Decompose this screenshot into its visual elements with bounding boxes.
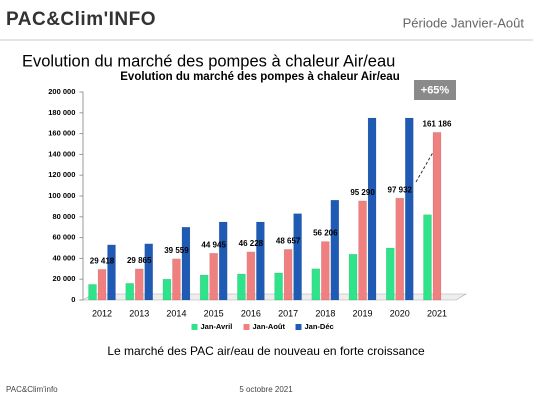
bar — [386, 247, 395, 301]
x-tick-label: 2018 — [315, 308, 335, 318]
footer-date: 5 octobre 2021 — [239, 385, 293, 394]
x-tick-label: 2017 — [278, 308, 298, 318]
legend-swatch — [295, 324, 302, 330]
bar — [209, 253, 218, 301]
x-tick-label: 2020 — [390, 308, 410, 318]
value-label: 46 228 — [239, 239, 264, 248]
y-tick-label: 160 000 — [48, 129, 75, 138]
y-tick-label: 200 000 — [48, 87, 75, 96]
bar — [395, 197, 405, 301]
bar — [199, 274, 209, 301]
y-tick-label: 0 — [71, 295, 75, 304]
bar — [172, 258, 181, 301]
value-label: 56 206 — [313, 229, 338, 238]
y-tick-label: 40 000 — [52, 253, 75, 262]
legend-swatch — [243, 324, 250, 330]
bar — [181, 226, 191, 301]
bar — [246, 251, 256, 301]
bar — [134, 268, 144, 301]
y-tick-label: 20 000 — [52, 274, 75, 283]
value-label: 97 932 — [388, 185, 413, 194]
bar — [274, 272, 283, 301]
value-label: 48 657 — [276, 237, 301, 246]
x-tick-label: 2014 — [166, 308, 186, 318]
bar — [125, 283, 134, 301]
period: Période Janvier-Août — [403, 15, 525, 30]
x-tick-label: 2012 — [92, 308, 112, 318]
value-label: 95 290 — [350, 188, 375, 197]
bar — [283, 249, 293, 301]
x-tick-label: 2021 — [427, 308, 447, 318]
y-tick-label: 180 000 — [48, 108, 75, 117]
bar — [293, 213, 302, 301]
bar — [256, 221, 265, 301]
y-tick-label: 80 000 — [52, 212, 75, 221]
legend-label: Jan-Avril — [201, 322, 233, 331]
y-tick-label: 120 000 — [48, 170, 75, 179]
bar — [348, 253, 358, 301]
legend-label: Jan-Déc — [305, 322, 334, 331]
bar — [144, 243, 153, 301]
logo: PAC&Clim'INFO — [6, 9, 156, 30]
bar — [311, 268, 321, 301]
bar — [405, 117, 414, 301]
bar — [423, 214, 432, 301]
legend-swatch — [191, 324, 198, 330]
x-tick-label: 2019 — [353, 308, 373, 318]
bar — [321, 241, 330, 301]
legend-label: Jan-Août — [253, 322, 286, 331]
value-label: 44 945 — [201, 240, 226, 249]
bar — [88, 284, 97, 301]
bar — [218, 221, 228, 301]
slide-title: Evolution du marché des pompes à chaleur… — [22, 52, 395, 70]
value-label: 161 186 — [423, 119, 452, 128]
x-tick-label: 2016 — [241, 308, 261, 318]
bar — [162, 278, 172, 301]
bar — [237, 273, 246, 301]
bar — [330, 199, 340, 301]
x-tick-label: 2013 — [129, 308, 149, 318]
bar — [358, 200, 367, 301]
footer-source: PAC&Clim'info — [6, 385, 58, 394]
bar — [97, 269, 107, 301]
y-tick-label: 100 000 — [48, 191, 75, 200]
value-label: 39 559 — [164, 246, 189, 255]
chart-title: Evolution du marché des pompes à chaleur… — [120, 71, 399, 83]
bar — [107, 244, 116, 301]
caption: Le marché des PAC air/eau de nouveau en … — [107, 344, 425, 358]
bar — [367, 117, 377, 301]
y-tick-label: 140 000 — [48, 149, 75, 158]
annotation-box — [414, 80, 456, 100]
value-label: 29 418 — [90, 257, 115, 266]
x-tick-label: 2015 — [204, 308, 224, 318]
y-tick-label: 60 000 — [52, 233, 75, 242]
annotation: +65% — [421, 84, 450, 96]
value-label: 29 865 — [127, 256, 152, 265]
bar — [432, 132, 442, 301]
